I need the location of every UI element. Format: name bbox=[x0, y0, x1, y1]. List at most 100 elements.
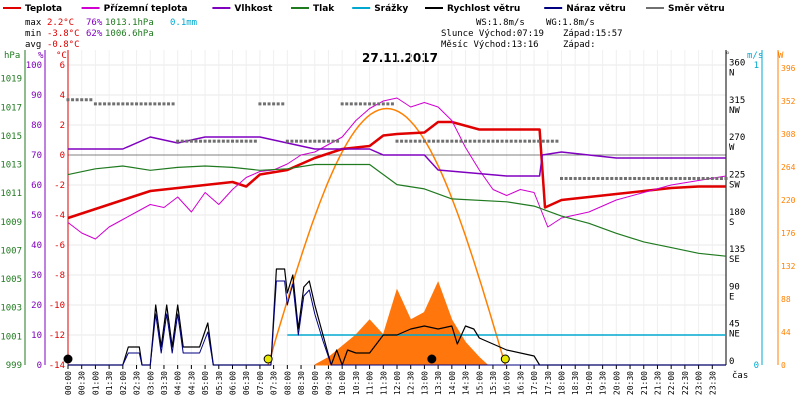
wind-direction-point bbox=[564, 176, 568, 180]
direction-tick: 270 bbox=[729, 133, 745, 143]
x-tick-label: 04:30 bbox=[187, 371, 196, 395]
x-tick-label: 12:00 bbox=[393, 371, 402, 395]
pressure-tick: 1017 bbox=[0, 103, 22, 113]
wind-direction-point bbox=[272, 102, 276, 106]
solar-curve bbox=[267, 107, 507, 366]
x-tick-label: 07:00 bbox=[256, 371, 265, 395]
wind-direction-point bbox=[555, 139, 559, 143]
wind-direction-point bbox=[203, 139, 207, 143]
wind-direction-point bbox=[454, 139, 458, 143]
x-tick-label: 10:30 bbox=[352, 371, 361, 395]
wind-direction-point bbox=[655, 176, 659, 180]
humidity-tick: 80 bbox=[31, 121, 42, 131]
wind-direction-point bbox=[687, 176, 691, 180]
moonset-text: Západ: bbox=[563, 40, 596, 50]
wind-direction-point bbox=[719, 176, 723, 180]
wind-direction-point bbox=[240, 139, 244, 143]
pressure-tick: 1001 bbox=[0, 332, 22, 342]
wind-direction-point bbox=[244, 139, 248, 143]
wind-direction-point bbox=[167, 102, 171, 106]
wind-direction-point bbox=[194, 139, 198, 143]
wind-direction-point bbox=[610, 176, 614, 180]
temperature-tick: -14 bbox=[49, 361, 65, 371]
temperature-tick: -8 bbox=[54, 271, 65, 281]
solar-tick: 0 bbox=[781, 361, 786, 370]
wind-direction-point bbox=[619, 176, 623, 180]
wind-direction-point bbox=[596, 176, 600, 180]
wind-direction-point bbox=[308, 139, 312, 143]
radiation-area bbox=[314, 281, 489, 366]
wind-direction-point bbox=[112, 102, 116, 106]
direction-tick: 225 bbox=[729, 170, 745, 180]
x-tick-label: 21:00 bbox=[640, 371, 649, 395]
ms-unit: m/s bbox=[747, 51, 763, 61]
wind-direction-point bbox=[683, 176, 687, 180]
wind-direction-point bbox=[281, 102, 285, 106]
humidity-tick: 90 bbox=[31, 91, 42, 101]
windspeed-tick: 0 bbox=[754, 361, 759, 371]
humidity-tick: 70 bbox=[31, 151, 42, 161]
pct-unit: % bbox=[38, 51, 44, 61]
wind-direction-point bbox=[130, 102, 134, 106]
x-tick-label: 09:30 bbox=[324, 371, 333, 395]
direction-label: E bbox=[729, 292, 734, 302]
temperature-tick: 6 bbox=[60, 61, 65, 71]
series-rychlost-větru bbox=[68, 268, 726, 366]
humidity-tick: 50 bbox=[31, 211, 42, 221]
x-tick-label: 16:30 bbox=[516, 371, 525, 395]
wind-direction-point bbox=[304, 139, 308, 143]
wind-direction-point bbox=[445, 139, 449, 143]
wind-direction-point bbox=[614, 176, 618, 180]
min-temp: -3.8°C bbox=[47, 29, 80, 39]
x-tick-label: 06:00 bbox=[229, 371, 238, 395]
wind-direction-point bbox=[262, 102, 266, 106]
wind-direction-point bbox=[637, 176, 641, 180]
wind-direction-point bbox=[258, 102, 262, 106]
sunrise-text: Slunce Východ:07:19 bbox=[441, 29, 544, 39]
wind-direction-point bbox=[550, 139, 554, 143]
wind-direction-point bbox=[358, 102, 362, 106]
series-tlak bbox=[67, 163, 727, 257]
wind-direction-point bbox=[299, 139, 303, 143]
x-tick-label: 18:00 bbox=[558, 371, 567, 395]
wind-direction-point bbox=[491, 139, 495, 143]
wind-direction-point bbox=[331, 139, 335, 143]
x-tick-label: 23:30 bbox=[708, 371, 717, 395]
temperature-tick: -6 bbox=[54, 241, 65, 251]
wind-direction-point bbox=[368, 102, 372, 106]
wind-direction-point bbox=[633, 176, 637, 180]
wind-direction-point bbox=[180, 139, 184, 143]
x-tick-label: 00:30 bbox=[78, 371, 87, 395]
x-tick-label: 21:30 bbox=[653, 371, 662, 395]
x-tick-label: 18:30 bbox=[571, 371, 580, 395]
wind-direction-point bbox=[340, 102, 344, 106]
solar-tick: 352 bbox=[781, 97, 796, 106]
degc-unit: °C bbox=[56, 51, 67, 61]
wind-direction-point bbox=[125, 102, 129, 106]
direction-tick: 0 bbox=[729, 357, 734, 367]
x-tick-label: 04:00 bbox=[174, 371, 183, 395]
wind-direction-point bbox=[500, 139, 504, 143]
wind-direction-point bbox=[505, 139, 509, 143]
stats-block: max 2.2°C 76% 1013.1hPa 0.1mm min -3.8°C… bbox=[25, 18, 197, 50]
wind-direction-point bbox=[253, 139, 257, 143]
min-press: 1006.6hPa bbox=[105, 29, 154, 39]
wind-direction-point bbox=[208, 139, 212, 143]
x-tick-label: 10:00 bbox=[338, 371, 347, 395]
deg-unit: ° bbox=[725, 51, 730, 61]
legend-label: Rychlost větru bbox=[447, 3, 520, 14]
wind-direction-point bbox=[381, 102, 385, 106]
x-tick-label: 06:30 bbox=[242, 371, 251, 395]
legend-label: Směr větru bbox=[668, 3, 725, 14]
temperature-tick: -2 bbox=[54, 181, 65, 191]
x-tick-label: 08:30 bbox=[297, 371, 306, 395]
wind-direction-point bbox=[135, 102, 139, 106]
wind-direction-point bbox=[546, 139, 550, 143]
legend-label: Tlak bbox=[313, 4, 335, 14]
temperature-tick: -4 bbox=[54, 211, 65, 221]
x-tick-label: 03:30 bbox=[160, 371, 169, 395]
x-tick-label: 05:00 bbox=[201, 371, 210, 395]
pressure-tick: 1011 bbox=[0, 189, 22, 199]
x-tick-label: 05:30 bbox=[215, 371, 224, 395]
